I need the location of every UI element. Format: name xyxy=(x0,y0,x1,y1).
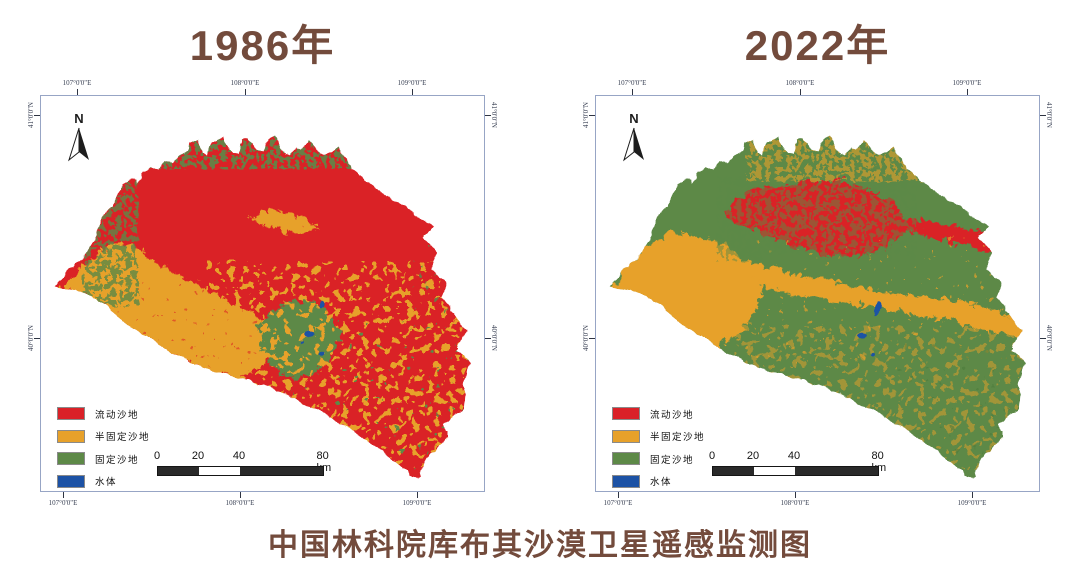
green-fringe-east xyxy=(412,210,469,475)
legend-label: 固定沙地 xyxy=(95,455,140,466)
dark-green-speckles xyxy=(895,335,1024,476)
legend-label: 半固定沙地 xyxy=(95,433,151,443)
scalebar-bar xyxy=(712,466,879,476)
tick xyxy=(972,492,973,498)
tick xyxy=(1040,338,1046,339)
tick xyxy=(240,492,241,498)
lon-label-top-108: 108°0'0"E xyxy=(230,79,260,87)
tick xyxy=(417,492,418,498)
map-1986 xyxy=(54,135,469,476)
tick xyxy=(800,89,801,95)
legend-label: 固定沙地 xyxy=(650,455,695,466)
tick xyxy=(632,89,633,95)
tick xyxy=(618,492,619,498)
tick xyxy=(967,89,968,95)
legend-swatch-fixed-sand xyxy=(612,452,640,465)
green-speckles-in-red xyxy=(715,175,915,260)
map-2022 xyxy=(609,135,1024,476)
legend-label: 半固定沙地 xyxy=(650,433,706,443)
scalebar-segment xyxy=(199,467,240,475)
legend-label: 水体 xyxy=(95,478,118,488)
tick xyxy=(63,492,64,498)
legend: 流动沙地 半固定沙地 固定沙地 水体 xyxy=(612,407,782,497)
figure-caption: 中国林科院库布其沙漠卫星遥感监测图 xyxy=(268,529,812,562)
tick xyxy=(795,492,796,498)
legend-swatch-semi-fixed-sand xyxy=(57,429,85,443)
tick xyxy=(485,115,491,116)
scalebar-segment xyxy=(795,467,878,475)
north-arrow-icon: N xyxy=(68,111,89,162)
lon-label-bottom-109: 109°0'0"E xyxy=(402,499,432,507)
tick xyxy=(245,89,246,95)
legend-item-water: 水体 xyxy=(57,474,227,488)
lon-label-bottom-107: 107°0'0"E xyxy=(603,499,633,507)
lon-label-top-108: 108°0'0"E xyxy=(785,79,815,87)
water-bodies xyxy=(300,299,324,355)
legend-item-water: 水体 xyxy=(612,474,782,488)
tick xyxy=(485,338,491,339)
scalebar-label-40: 40 xyxy=(232,450,246,462)
map-title-2022: 2022年 xyxy=(744,22,891,69)
legend-item-mobile-sand: 流动沙地 xyxy=(57,407,227,421)
scalebar-label-20: 20 xyxy=(191,450,205,462)
lon-label-bottom-109: 109°0'0"E xyxy=(957,499,987,507)
lon-label-top-107: 107°0'0"E xyxy=(617,79,647,87)
scalebar-segment xyxy=(240,467,323,475)
scalebar-label-20: 20 xyxy=(746,450,760,462)
panel-2022: 2022年 xyxy=(582,0,1065,520)
legend-item-semi-fixed-sand: 半固定沙地 xyxy=(612,429,782,443)
legend-swatch-mobile-sand xyxy=(57,407,85,420)
green-fringe-north xyxy=(125,135,365,167)
legend: 流动沙地 半固定沙地 固定沙地 水体 xyxy=(57,407,227,497)
tick xyxy=(77,89,78,95)
map-title-1986: 1986年 xyxy=(189,22,336,69)
scalebar-label-0: 0 xyxy=(153,450,161,462)
legend-label: 流动沙地 xyxy=(650,410,695,421)
legend-item-mobile-sand: 流动沙地 xyxy=(612,407,782,421)
scalebar-segment xyxy=(754,467,795,475)
tick xyxy=(34,115,40,116)
legend-swatch-water xyxy=(612,474,640,488)
lat-label-right-40: 40°0'0"N xyxy=(490,325,498,351)
north-arrow-icon: N xyxy=(623,111,644,162)
legend-item-fixed-sand: 固定沙地 xyxy=(612,452,782,466)
tick xyxy=(412,89,413,95)
tick xyxy=(589,115,595,116)
lon-label-top-107: 107°0'0"E xyxy=(62,79,92,87)
legend-label: 流动沙地 xyxy=(95,410,140,421)
scalebar-bar xyxy=(157,466,324,476)
scalebar: 0 20 40 80 km xyxy=(695,450,915,478)
legend-swatch-mobile-sand xyxy=(612,407,640,420)
scalebar-segment xyxy=(158,467,199,475)
tick xyxy=(1040,115,1046,116)
north-letter: N xyxy=(629,111,638,126)
panel-1986: 1986年 xyxy=(27,0,510,520)
water-bodies xyxy=(856,298,881,355)
lon-label-bottom-107: 107°0'0"E xyxy=(48,499,78,507)
lon-label-top-109: 109°0'0"E xyxy=(397,79,427,87)
orange-fringe-north xyxy=(745,135,965,180)
tick xyxy=(34,338,40,339)
legend-label: 水体 xyxy=(650,478,673,488)
lon-label-bottom-108: 108°0'0"E xyxy=(225,499,255,507)
lon-label-bottom-108: 108°0'0"E xyxy=(780,499,810,507)
legend-item-semi-fixed-sand: 半固定沙地 xyxy=(57,429,227,443)
legend-swatch-water xyxy=(57,474,85,488)
legend-swatch-semi-fixed-sand xyxy=(612,429,640,443)
scalebar-label-40: 40 xyxy=(787,450,801,462)
scalebar-segment xyxy=(713,467,754,475)
legend-item-fixed-sand: 固定沙地 xyxy=(57,452,227,466)
scalebar-label-0: 0 xyxy=(708,450,716,462)
legend-swatch-fixed-sand xyxy=(57,452,85,465)
scalebar: 0 20 40 80 km xyxy=(140,450,360,478)
north-letter: N xyxy=(74,111,83,126)
lat-label-right-41: 41°0'0"N xyxy=(490,102,498,128)
lat-label-right-41: 41°0'0"N xyxy=(1045,102,1053,128)
lat-label-right-40: 40°0'0"N xyxy=(1045,325,1053,351)
red-speckles-southwest xyxy=(85,280,260,385)
lon-label-top-109: 109°0'0"E xyxy=(952,79,982,87)
tick xyxy=(589,338,595,339)
